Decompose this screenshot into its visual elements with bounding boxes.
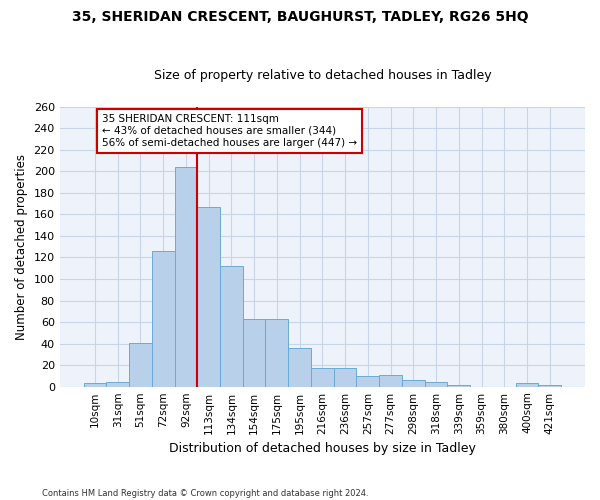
Bar [106, 382, 129, 386]
Bar [379, 375, 402, 386]
Bar [83, 384, 106, 386]
Bar [288, 348, 311, 387]
Bar [334, 368, 356, 386]
Text: 35, SHERIDAN CRESCENT, BAUGHURST, TADLEY, RG26 5HQ: 35, SHERIDAN CRESCENT, BAUGHURST, TADLEY… [71, 10, 529, 24]
Title: Size of property relative to detached houses in Tadley: Size of property relative to detached ho… [154, 69, 491, 82]
Text: Contains HM Land Registry data © Crown copyright and database right 2024.: Contains HM Land Registry data © Crown c… [42, 488, 368, 498]
Bar [448, 384, 470, 386]
Bar [311, 368, 334, 386]
Bar [265, 319, 288, 386]
Y-axis label: Number of detached properties: Number of detached properties [15, 154, 28, 340]
Bar [152, 251, 175, 386]
Bar [243, 319, 265, 386]
Bar [425, 382, 448, 386]
Bar [538, 384, 561, 386]
Bar [356, 376, 379, 386]
Bar [197, 207, 220, 386]
X-axis label: Distribution of detached houses by size in Tadley: Distribution of detached houses by size … [169, 442, 476, 455]
Bar [402, 380, 425, 386]
Bar [175, 167, 197, 386]
Bar [129, 342, 152, 386]
Bar [515, 384, 538, 386]
Text: 35 SHERIDAN CRESCENT: 111sqm
← 43% of detached houses are smaller (344)
56% of s: 35 SHERIDAN CRESCENT: 111sqm ← 43% of de… [102, 114, 357, 148]
Bar [220, 266, 243, 386]
